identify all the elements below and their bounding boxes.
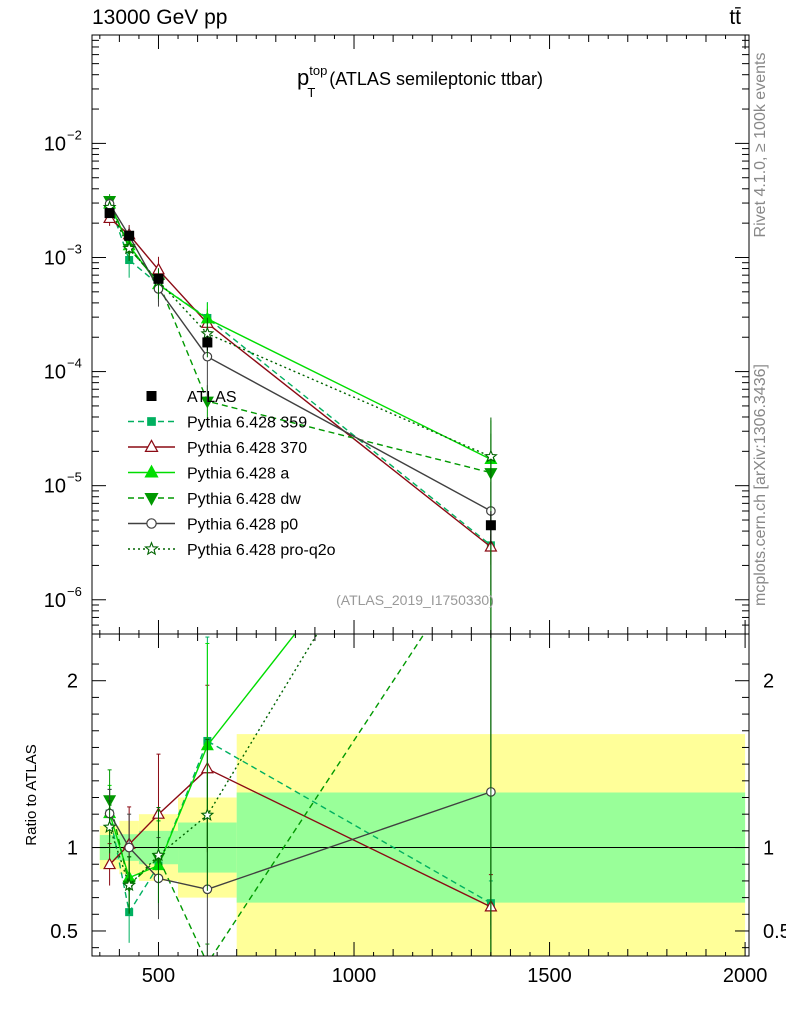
legend-label: Pythia 6.428 pro-q2o bbox=[187, 542, 336, 559]
legend-marker bbox=[147, 417, 156, 426]
legend-entry-5: Pythia 6.428 p0 bbox=[128, 517, 298, 534]
legend-marker bbox=[146, 391, 157, 401]
y-tick-label: 1 bbox=[67, 838, 78, 860]
legend-label: Pythia 6.428 359 bbox=[187, 415, 307, 432]
y-tick-label: 10 bbox=[44, 476, 66, 498]
data-point bbox=[102, 819, 117, 834]
ratio-x-ticks: 500 1000 1500 2000 bbox=[99, 634, 768, 987]
legend-marker bbox=[144, 541, 159, 556]
title-rest: (ATLAS semileptonic ttbar) bbox=[329, 69, 543, 89]
ratio-y-ticks: 0.5 0.5 1 1 2 2 bbox=[50, 663, 786, 949]
legend-entry-4: Pythia 6.428 dw bbox=[128, 491, 301, 508]
series-line bbox=[108, 207, 492, 458]
data-point bbox=[124, 842, 135, 853]
legend-entry-3: Pythia 6.428 a bbox=[128, 464, 289, 483]
data-point bbox=[485, 520, 496, 531]
legend-marker bbox=[144, 439, 159, 452]
y-tick-label: 0.5 bbox=[50, 921, 78, 943]
main-clip-group bbox=[102, 194, 498, 634]
y-tick-exponent: −4 bbox=[67, 356, 82, 371]
main-y-ticks: 10−210−310−410−510−6 bbox=[44, 39, 749, 626]
ratio-frame bbox=[91, 633, 750, 957]
data-point bbox=[124, 230, 135, 241]
main-content bbox=[102, 194, 498, 634]
title-p: p bbox=[297, 65, 309, 90]
legend-entry-6: Pythia 6.428 pro-q2o bbox=[128, 541, 336, 559]
x-tick-label: 1000 bbox=[332, 965, 377, 987]
series-line bbox=[108, 200, 492, 474]
x-tick-label: 1500 bbox=[527, 965, 572, 987]
y-tick-label-right: 0.5 bbox=[763, 921, 786, 943]
y-tick-exponent: −3 bbox=[67, 241, 82, 256]
data-point bbox=[153, 273, 164, 284]
legend-entry-atlas: ATLAS bbox=[146, 389, 237, 406]
legend-label: ATLAS bbox=[187, 389, 237, 406]
legend: ATLAS Pythia 6.428 359 Pythia 6.428 370 Pyt… bbox=[128, 389, 336, 559]
legend-entry-2: Pythia 6.428 370 bbox=[128, 439, 307, 457]
y-tick-exponent: −2 bbox=[67, 127, 82, 142]
y-tick-exponent: −6 bbox=[67, 584, 82, 599]
y-tick-label: 10 bbox=[44, 247, 66, 269]
data-point bbox=[202, 337, 213, 348]
title-sub: T bbox=[307, 85, 315, 100]
header-ttbar-label: tt̄ bbox=[729, 6, 741, 29]
header-process-label: 13000 GeV pp bbox=[92, 6, 227, 29]
legend-marker bbox=[144, 493, 159, 506]
series-5-main bbox=[104, 198, 496, 591]
ratio-content bbox=[92, 341, 749, 969]
ratio-clip-group bbox=[92, 341, 749, 969]
series-2-main bbox=[103, 211, 498, 565]
y-tick-label: 10 bbox=[44, 362, 66, 384]
y-tick-label: 2 bbox=[67, 671, 78, 693]
legend-label: Pythia 6.428 p0 bbox=[187, 517, 298, 534]
y-tick-label: 10 bbox=[44, 133, 66, 155]
data-point bbox=[483, 449, 498, 463]
legend-label: Pythia 6.428 370 bbox=[187, 440, 307, 457]
y-tick-exponent: −5 bbox=[67, 470, 82, 485]
legend-label: Pythia 6.428 a bbox=[187, 466, 289, 483]
legend-entry-1: Pythia 6.428 359 bbox=[128, 415, 307, 432]
x-tick-label: 2000 bbox=[723, 965, 768, 987]
ratio-panel: 0.5 0.5 1 1 2 2 500 1000 1500 2000 Ratio to ATLA… bbox=[23, 341, 786, 987]
series-line bbox=[109, 203, 492, 512]
ratio-y-axis-label: Ratio to ATLAS bbox=[23, 744, 40, 845]
rivet-version-label: Rivet 4.1.0, ≥ 100k events bbox=[752, 53, 769, 238]
x-tick-label: 500 bbox=[142, 965, 175, 987]
data-point bbox=[104, 208, 115, 219]
data-point bbox=[200, 807, 215, 822]
data-point bbox=[151, 848, 166, 862]
data-point bbox=[122, 877, 137, 892]
atlas-data-main bbox=[104, 208, 496, 546]
analysis-id-label: (ATLAS_2019_I1750330) bbox=[336, 592, 494, 608]
main-x-ticks bbox=[99, 35, 746, 634]
series-6-ratio bbox=[102, 341, 496, 956]
main-panel: 10−210−310−410−510−6 ptop T(ATLAS semilep… bbox=[44, 34, 750, 635]
legend-marker bbox=[144, 464, 159, 478]
title-sup: top bbox=[309, 63, 327, 78]
plot-title: ptop T (ATLAS semileptonic ttbar) bbox=[297, 63, 543, 100]
y-tick-label-right: 2 bbox=[763, 671, 774, 693]
legend-marker bbox=[146, 518, 157, 529]
data-point bbox=[485, 341, 496, 351]
data-point bbox=[103, 857, 117, 870]
y-tick-label-right: 1 bbox=[763, 838, 774, 860]
series-line bbox=[108, 634, 318, 887]
mcplots-label: mcplots.cern.ch [arXiv:1306.3436] bbox=[752, 364, 769, 606]
data-point bbox=[485, 378, 496, 388]
legend-label: Pythia 6.428 dw bbox=[187, 491, 301, 508]
y-tick-label: 10 bbox=[44, 590, 66, 612]
series-line bbox=[108, 634, 425, 956]
data-point bbox=[202, 959, 213, 969]
data-point bbox=[122, 241, 137, 255]
